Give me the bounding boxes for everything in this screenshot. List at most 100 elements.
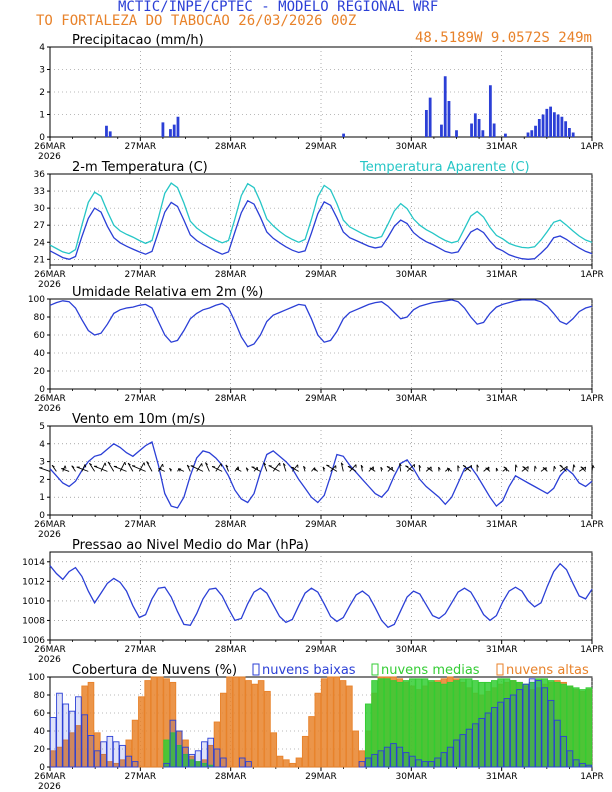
wind-barb <box>205 462 210 472</box>
y-tick-label: 20 <box>34 745 46 755</box>
wind-barb-head <box>522 466 526 469</box>
cloud-bar-blue <box>383 746 391 768</box>
cloud-bar-blue <box>377 750 385 768</box>
cloud-bar-blue <box>49 717 57 768</box>
cloud-bar-blue <box>62 703 70 768</box>
cloud-bar-orange <box>232 676 240 768</box>
precip-bar <box>342 133 345 137</box>
pressure-line <box>49 562 593 629</box>
legend-swatch-blue <box>252 663 260 676</box>
y-tick-label: 4 <box>39 43 45 53</box>
x-tick-label: 31MAR <box>486 772 518 782</box>
cloud-bar-blue <box>125 755 133 768</box>
precip-bar <box>541 114 545 137</box>
legend-swatch-orange <box>496 663 504 676</box>
x-tick-label: 26MAR <box>34 394 66 404</box>
x-tick-label: 28MAR <box>215 520 247 530</box>
wind-barb <box>326 464 338 472</box>
wind-barb-head <box>104 462 107 466</box>
precip-bar <box>571 132 575 137</box>
cloud-bar-blue <box>579 762 586 768</box>
x-tick-label: 31MAR <box>486 394 518 404</box>
wind-barb-head <box>124 462 127 466</box>
wind-barb <box>399 463 402 472</box>
wind-barb <box>418 465 421 472</box>
cloud-bar-blue <box>446 746 454 768</box>
cloud-bar-blue <box>472 723 479 768</box>
precip-bar <box>473 113 477 137</box>
x-tick-label: 1APR <box>580 520 604 530</box>
precip-bar <box>549 106 552 137</box>
x-tick-label: 31MAR <box>486 270 518 280</box>
cloud-bar-blue <box>491 707 498 768</box>
wind-barb <box>272 462 281 472</box>
wind-barb <box>387 466 393 472</box>
x-tick-label: 30MAR <box>396 520 428 530</box>
wind-barb-head <box>225 464 229 468</box>
cloud-bar-blue <box>421 761 429 768</box>
wind-speed-line <box>49 441 593 509</box>
wind-barb <box>146 461 153 472</box>
cloud-bar-blue <box>68 710 76 768</box>
precip-bar <box>488 85 492 137</box>
cloud-bar-orange <box>226 676 233 768</box>
wind-barb <box>464 464 472 472</box>
y-tick-label: 24 <box>34 238 46 248</box>
wind-barb-head <box>263 462 267 466</box>
cloud-bar-blue <box>554 719 561 768</box>
wind-barb-head <box>340 462 344 466</box>
wind-barb <box>61 468 70 472</box>
header-title: MCTIC/INPE/CPTEC - MODELO REGIONAL WRF <box>118 0 438 15</box>
wind-barb-head <box>534 465 537 469</box>
cloud-bar-orange <box>220 692 227 768</box>
cloud-bar-blue <box>238 757 246 768</box>
x-tick-label: 29MAR <box>305 394 337 404</box>
wind-barb <box>127 462 134 472</box>
cloud-bar-blue <box>453 739 460 768</box>
cloud-bar-green <box>585 687 593 768</box>
wind-barb-head <box>380 466 383 470</box>
precip-bar <box>537 119 541 137</box>
y-tick-label: 27 <box>34 221 45 231</box>
wind-barb-head <box>503 466 507 469</box>
cloud-bar-blue <box>415 759 422 768</box>
precip-bar <box>477 119 481 137</box>
humidity-line <box>49 299 593 348</box>
panel-0: 0 1 2 3 4 26MAR 27MAR 28MAR 29MAR 30MAR 31MAR 1APR 2… <box>34 33 604 162</box>
y-tick-label: 1 <box>39 493 45 503</box>
y-tick-label: 80 <box>34 691 46 701</box>
y-tick-label: 20 <box>34 367 46 377</box>
cloud-bar-blue <box>358 761 366 768</box>
precip-bar <box>556 114 560 137</box>
x-tick-label: 1APR <box>580 270 604 280</box>
y-tick-label: 21 <box>34 255 45 265</box>
wind-barb-head <box>127 462 131 466</box>
cloud-bar-orange <box>283 759 290 768</box>
x-tick-label: 1APR <box>580 142 604 152</box>
wind-barb-head <box>515 464 518 468</box>
cloud-bar-blue <box>560 735 567 768</box>
wind-barb <box>131 465 146 472</box>
y-tick-label: 0 <box>39 511 45 521</box>
precip-bar <box>455 130 458 137</box>
y-tick-label: 36 <box>34 170 46 180</box>
cloud-bar-blue <box>409 755 416 768</box>
apparent-temperature-line <box>49 182 593 255</box>
wind-barb-head <box>542 467 546 470</box>
x-tick-label: 27MAR <box>125 270 157 280</box>
y-tick-label: 3 <box>39 458 45 468</box>
x-tick-label: 30MAR <box>396 270 428 280</box>
y-tick-label: 1014 <box>22 558 45 568</box>
panel-title: Vento em 10m (m/s) <box>72 412 205 427</box>
header-station: TO FORTALEZA DO TABOCAO 26/03/2026 00Z <box>36 13 356 29</box>
cloud-bar-blue <box>93 750 101 768</box>
cloud-bar-orange <box>238 676 246 768</box>
wind-barb <box>405 465 414 472</box>
wind-barb-head <box>71 465 75 468</box>
wind-barb <box>462 465 472 472</box>
precip-bar <box>545 108 549 137</box>
cloud-bar-green <box>427 680 435 768</box>
cloud-bar-orange <box>144 680 151 768</box>
cloud-bar-blue <box>169 719 177 768</box>
